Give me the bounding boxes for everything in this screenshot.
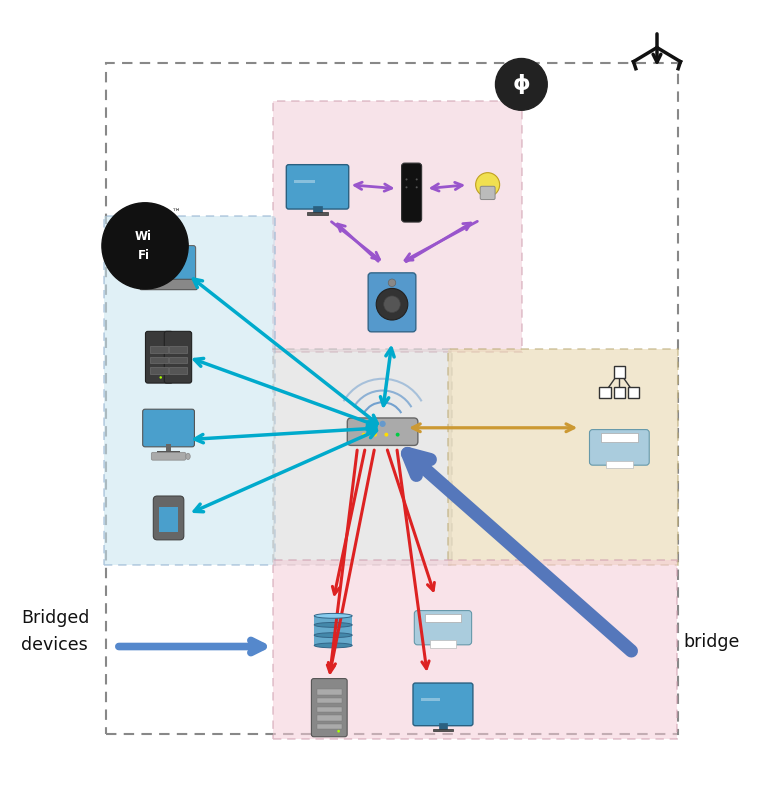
Circle shape [373, 433, 377, 436]
Bar [439, 723, 447, 729]
Circle shape [388, 279, 396, 287]
Ellipse shape [186, 453, 191, 459]
Bar [273, 560, 677, 739]
Ellipse shape [314, 643, 352, 648]
Bar [317, 698, 342, 703]
Bar [448, 349, 678, 565]
FancyBboxPatch shape [347, 418, 418, 445]
Text: Bridged: Bridged [21, 608, 89, 626]
Bar [614, 367, 625, 378]
Bar [430, 641, 456, 648]
Ellipse shape [314, 633, 352, 637]
Bar [317, 689, 342, 695]
FancyBboxPatch shape [401, 163, 422, 222]
Bar [317, 715, 342, 721]
Circle shape [361, 433, 365, 436]
Bar [157, 451, 180, 453]
Bar [317, 724, 342, 729]
FancyBboxPatch shape [590, 429, 649, 466]
Circle shape [376, 288, 408, 320]
FancyBboxPatch shape [154, 496, 183, 540]
Text: devices: devices [21, 636, 88, 654]
FancyBboxPatch shape [141, 246, 195, 283]
Bar [273, 349, 452, 565]
FancyBboxPatch shape [311, 678, 347, 737]
Bar [317, 706, 342, 712]
FancyBboxPatch shape [165, 331, 191, 383]
Circle shape [405, 178, 408, 181]
FancyBboxPatch shape [413, 683, 473, 725]
FancyBboxPatch shape [481, 186, 495, 199]
Bar [169, 356, 187, 363]
Bar [314, 626, 352, 635]
Bar [273, 100, 522, 352]
Bar [314, 637, 352, 645]
Text: ϕ: ϕ [513, 75, 530, 94]
Bar [606, 461, 633, 468]
Circle shape [396, 433, 400, 436]
Circle shape [337, 730, 340, 732]
Bar [307, 212, 328, 214]
Bar [106, 64, 678, 733]
FancyBboxPatch shape [368, 273, 416, 332]
Bar [159, 507, 178, 532]
Circle shape [383, 296, 401, 312]
FancyBboxPatch shape [143, 409, 194, 447]
Ellipse shape [314, 613, 352, 619]
Bar [314, 616, 352, 625]
Text: Wi: Wi [135, 230, 152, 243]
Circle shape [159, 376, 162, 378]
Circle shape [416, 186, 418, 188]
Bar [313, 206, 322, 214]
Circle shape [495, 59, 547, 110]
Bar [421, 698, 440, 700]
Bar [628, 387, 639, 398]
Bar [169, 346, 187, 353]
Bar [150, 367, 169, 374]
Circle shape [384, 433, 388, 436]
Bar [614, 387, 625, 398]
Bar [433, 728, 453, 731]
Text: ™: ™ [172, 208, 180, 217]
FancyBboxPatch shape [286, 165, 349, 209]
Bar [150, 346, 169, 353]
Bar [295, 180, 314, 183]
FancyBboxPatch shape [140, 279, 198, 290]
Bar [601, 433, 638, 441]
Circle shape [379, 421, 386, 427]
Circle shape [102, 203, 188, 289]
Bar [600, 387, 611, 398]
Circle shape [405, 186, 408, 188]
Bar [169, 367, 187, 374]
Bar [104, 216, 275, 565]
Text: bridge: bridge [684, 633, 740, 651]
FancyBboxPatch shape [414, 611, 472, 644]
Circle shape [416, 178, 418, 181]
Text: Fi: Fi [137, 249, 150, 262]
Ellipse shape [314, 623, 352, 627]
Bar [166, 444, 171, 451]
FancyBboxPatch shape [146, 331, 172, 383]
FancyBboxPatch shape [151, 452, 186, 460]
Circle shape [476, 173, 499, 197]
Bar [425, 615, 461, 622]
Bar [150, 356, 169, 363]
